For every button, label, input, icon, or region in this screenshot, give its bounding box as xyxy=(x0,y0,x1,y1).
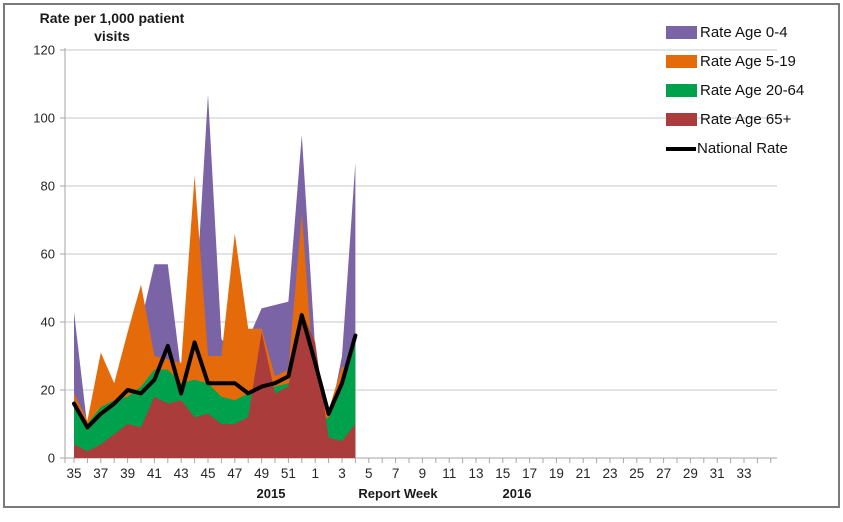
legend-swatch-rate-age-65plus xyxy=(666,113,697,126)
legend-label: Rate Age 65+ xyxy=(700,111,792,128)
legend-label: National Rate xyxy=(697,140,788,157)
x-tick-label-25: 25 xyxy=(629,466,644,481)
x-tick-label-7: 7 xyxy=(392,466,400,481)
y-tick-label-80: 80 xyxy=(41,179,55,194)
legend-swatch-rate-age-0-4 xyxy=(666,26,697,39)
area-series-rate-age-65[interactable] xyxy=(74,311,356,458)
x-tick-label-51: 51 xyxy=(281,466,296,481)
y-tick-label-20: 20 xyxy=(41,383,55,398)
x-tick-label-9: 9 xyxy=(419,466,427,481)
y-tick-label-40: 40 xyxy=(41,315,55,330)
x-tick-label-23: 23 xyxy=(602,466,617,481)
y-tick-label-120: 120 xyxy=(33,43,55,58)
x-tick-label-31: 31 xyxy=(710,466,725,481)
x-tick-label-47: 47 xyxy=(227,466,242,481)
legend: Rate Age 0-4 Rate Age 5-19 Rate Age 20-6… xyxy=(666,18,816,163)
x-tick-label-27: 27 xyxy=(656,466,671,481)
y-axis-title: Rate per 1,000 patient visits xyxy=(27,9,197,45)
x-tick-label-49: 49 xyxy=(254,466,269,481)
legend-label: Rate Age 5-19 xyxy=(700,53,796,70)
x-tick-label-39: 39 xyxy=(120,466,135,481)
legend-item-rate-age-65plus[interactable]: Rate Age 65+ xyxy=(666,105,816,134)
x-tick-label-21: 21 xyxy=(576,466,591,481)
y-axis-title-line2: visits xyxy=(94,28,130,44)
x-axis-year-2015: 2015 xyxy=(256,486,286,501)
x-tick-label-45: 45 xyxy=(200,466,215,481)
legend-item-rate-age-5-19[interactable]: Rate Age 5-19 xyxy=(666,47,816,76)
x-tick-label-1: 1 xyxy=(311,466,319,481)
x-tick-label-15: 15 xyxy=(495,466,510,481)
national-rate-line[interactable] xyxy=(72,313,358,430)
y-tick-label-100: 100 xyxy=(33,111,55,126)
x-tick-label-35: 35 xyxy=(66,466,81,481)
x-axis-title: Report Week xyxy=(358,486,438,501)
x-tick-label-37: 37 xyxy=(93,466,108,481)
x-tick-label-3: 3 xyxy=(338,466,346,481)
x-tick-label-43: 43 xyxy=(174,466,189,481)
legend-swatch-rate-age-5-19 xyxy=(666,55,697,68)
legend-swatch-rate-age-20-64 xyxy=(666,84,697,97)
y-tick-label-0: 0 xyxy=(48,451,55,466)
x-tick-label-19: 19 xyxy=(549,466,564,481)
x-axis-year-2016: 2016 xyxy=(502,486,532,501)
x-tick-label-5: 5 xyxy=(365,466,373,481)
x-tick-label-41: 41 xyxy=(147,466,162,481)
x-tick-label-33: 33 xyxy=(736,466,751,481)
legend-item-rate-age-20-64[interactable]: Rate Age 20-64 xyxy=(666,76,816,105)
x-tick-label-17: 17 xyxy=(522,466,537,481)
x-tick-label-29: 29 xyxy=(683,466,698,481)
x-tick-label-11: 11 xyxy=(442,466,456,481)
legend-label: Rate Age 0-4 xyxy=(700,24,788,41)
x-tick-label-13: 13 xyxy=(468,466,483,481)
x-axis-meta-row: 2015 Report Week 2016 xyxy=(5,486,838,506)
legend-label: Rate Age 20-64 xyxy=(700,82,805,99)
legend-swatch-national-rate xyxy=(666,146,696,151)
chart-frame: Rate per 1,000 patient visits 0 20 40 60 80 1… xyxy=(3,3,840,508)
y-tick-label-60: 60 xyxy=(41,247,55,262)
y-axis-title-line1: Rate per 1,000 patient xyxy=(39,10,185,26)
legend-item-national-rate[interactable]: National Rate xyxy=(666,134,816,163)
legend-item-rate-age-0-4[interactable]: Rate Age 0-4 xyxy=(666,18,816,47)
